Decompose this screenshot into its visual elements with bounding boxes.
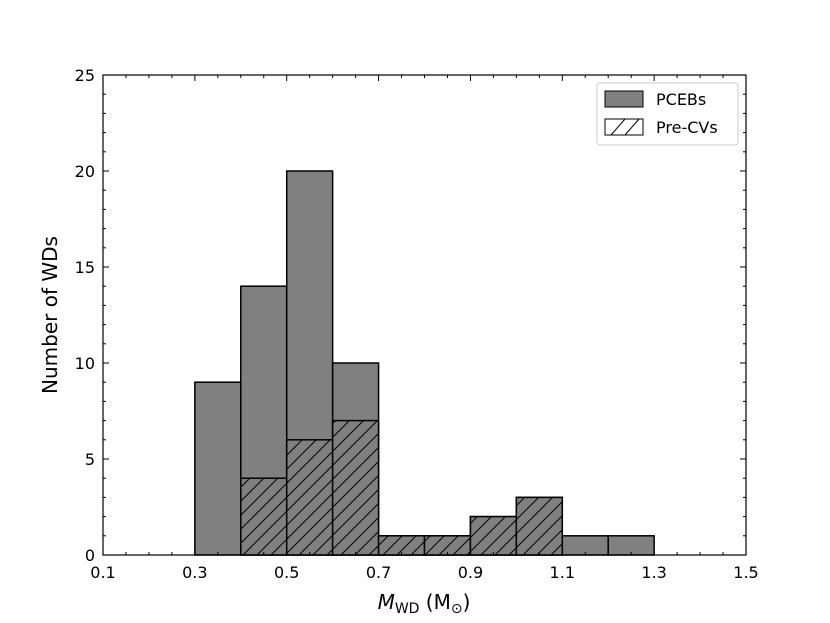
- legend-hatch-pre-cvs: [610, 118, 640, 136]
- y-tick-label-2: 10: [75, 354, 95, 373]
- x-tick-label-4: 0.9: [458, 563, 483, 582]
- pre-cvs-bars: [240, 419, 564, 556]
- x-tick-label-7: 1.5: [733, 563, 758, 582]
- y-tick-label-5: 25: [75, 66, 95, 85]
- pre-cvs-bar-9: [515, 496, 564, 556]
- x-tick-label-1: 0.3: [182, 563, 207, 582]
- pre-cvs-bar-4: [285, 439, 334, 556]
- x-tick-labels: 0.1 0.3 0.5 0.7 0.9 1.1 1.3 1.5: [90, 563, 758, 582]
- plot-frame: [102, 74, 747, 556]
- pre-cvs-bar-3: [240, 477, 288, 556]
- x-tick-label-6: 1.3: [641, 563, 666, 582]
- pre-cvs-bar-8: [469, 515, 518, 556]
- y-tick-label-3: 15: [75, 258, 95, 277]
- legend-label-pre-cvs: Pre-CVs: [656, 118, 718, 137]
- x-tick-label-5: 1.1: [550, 563, 575, 582]
- x-tick-label-2: 0.5: [274, 563, 299, 582]
- y-tick-label-4: 20: [75, 162, 95, 181]
- legend: PCEBs Pre-CVs: [596, 82, 739, 146]
- y-axis-label: Number of WDs: [38, 236, 62, 394]
- legend-swatch-pcebs: [604, 90, 644, 108]
- y-tick-label-1: 5: [85, 450, 95, 469]
- pcebs-bar-2: [194, 381, 242, 556]
- x-tick-label-3: 0.7: [366, 563, 391, 582]
- x-axis-label: MWD (M⊙): [378, 590, 471, 617]
- x-tick-label-0: 0.1: [90, 563, 115, 582]
- y-tick-label-0: 0: [85, 546, 95, 565]
- legend-label-pcebs: PCEBs: [656, 90, 706, 109]
- y-tick-labels: 0 5 10 15 20 25: [75, 66, 95, 565]
- pre-cvs-bar-5: [331, 419, 380, 556]
